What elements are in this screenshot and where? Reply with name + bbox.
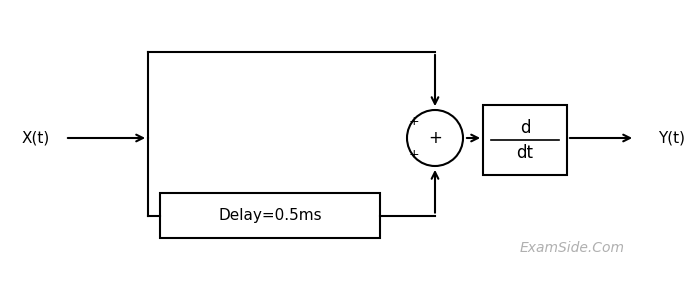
Bar <box>483 105 567 175</box>
Text: d: d <box>520 119 530 137</box>
Text: +: + <box>409 148 420 161</box>
Text: dt: dt <box>516 144 534 162</box>
Text: +: + <box>428 129 442 147</box>
Text: X(t): X(t) <box>22 130 50 145</box>
Text: Y(t): Y(t) <box>658 130 685 145</box>
Text: Delay=0.5ms: Delay=0.5ms <box>218 208 322 223</box>
Bar <box>160 193 380 238</box>
Text: ExamSide.Com: ExamSide.Com <box>520 241 625 255</box>
Text: +: + <box>409 115 420 128</box>
